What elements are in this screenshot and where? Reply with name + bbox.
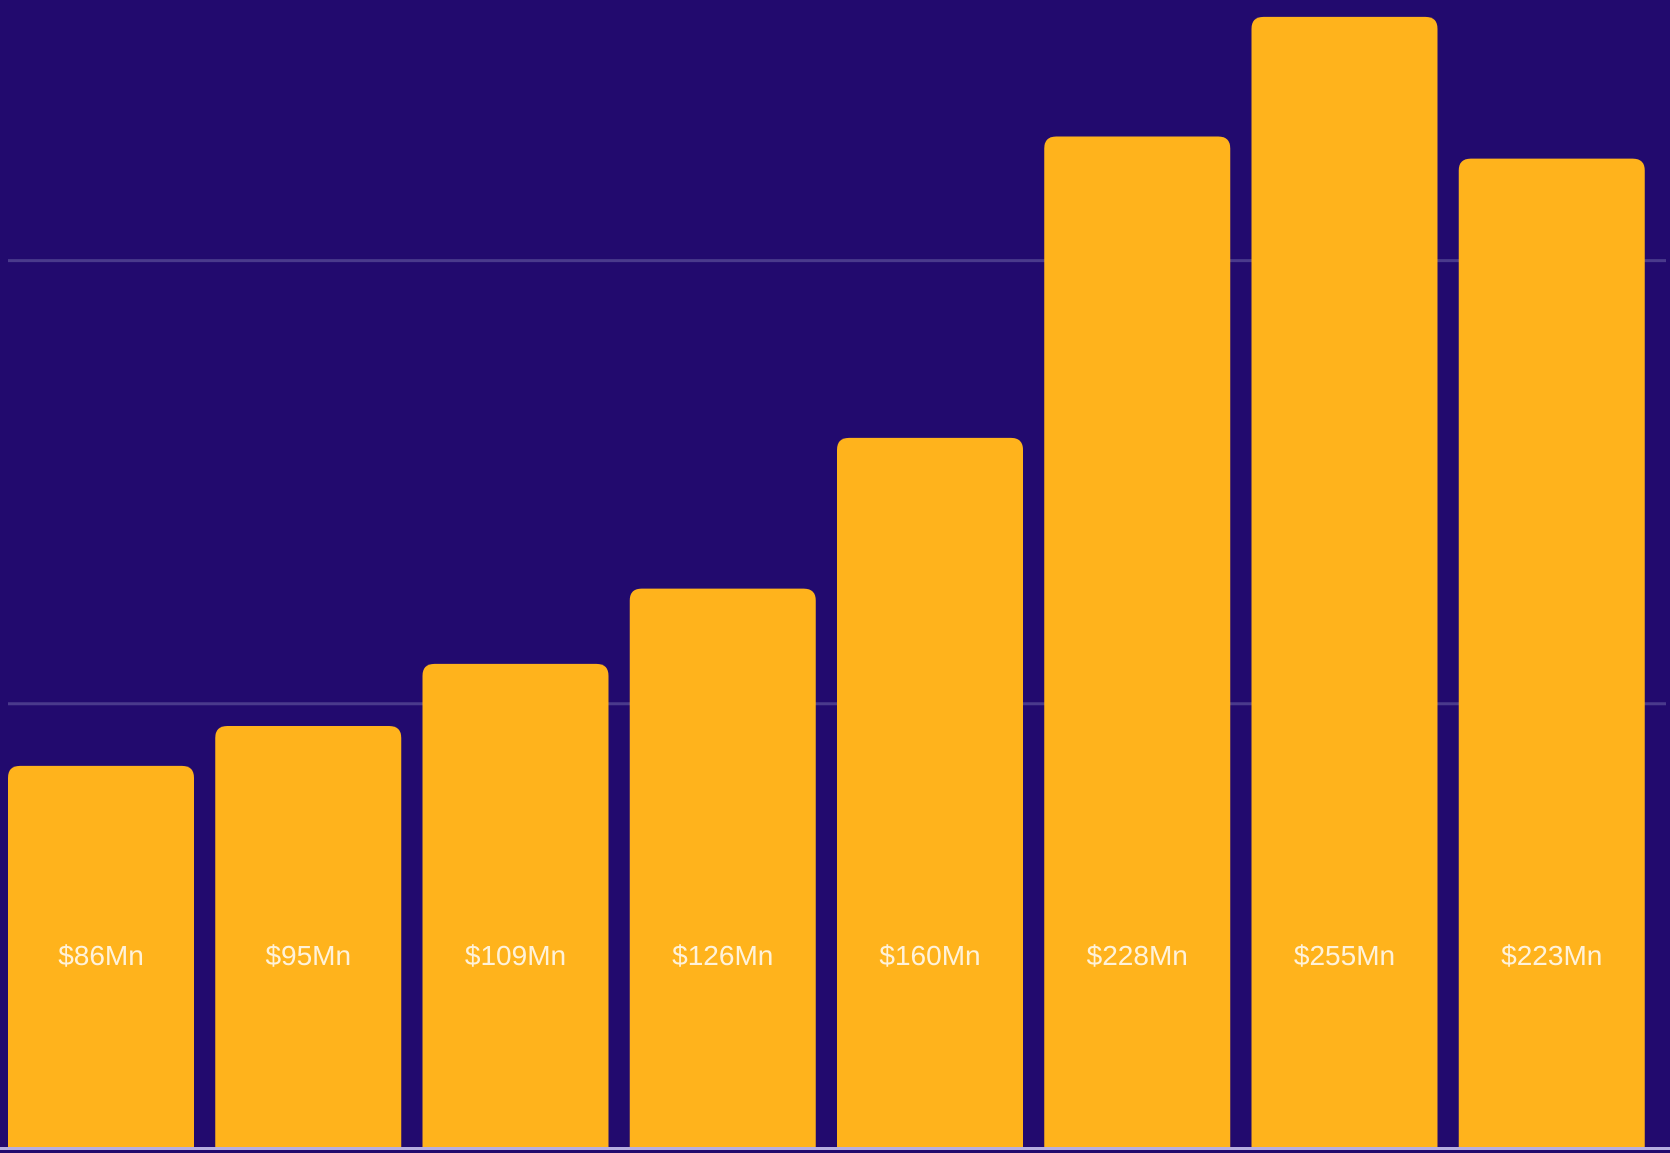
bar-2 <box>215 725 402 1147</box>
bar-1 <box>8 765 194 1147</box>
bar-value-label: $160Mn <box>879 940 980 971</box>
bar-value-label: $109Mn <box>465 940 566 971</box>
bar-value-label: $95Mn <box>265 940 351 971</box>
bar-value-label: $126Mn <box>672 940 773 971</box>
bar-7 <box>1251 16 1438 1148</box>
bar-value-label: $86Mn <box>58 940 144 971</box>
data-labels: $86Mn $95Mn $109Mn $126Mn $160Mn $228Mn $255Mn… <box>58 940 1602 971</box>
bar-3 <box>422 663 609 1147</box>
bar-6 <box>1044 136 1231 1148</box>
bar-4 <box>629 588 816 1147</box>
bar-5 <box>837 437 1023 1148</box>
bars <box>8 16 1645 1148</box>
bar-value-label: $255Mn <box>1294 940 1395 971</box>
bar-8 <box>1458 158 1645 1148</box>
bar-value-label: $223Mn <box>1501 940 1602 971</box>
bar-value-label: $228Mn <box>1087 940 1188 971</box>
